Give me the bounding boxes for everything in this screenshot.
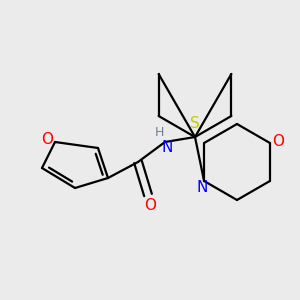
Text: O: O [272, 134, 284, 148]
Text: H: H [154, 125, 164, 139]
Text: O: O [144, 197, 156, 212]
Text: O: O [41, 133, 53, 148]
Text: S: S [190, 116, 200, 130]
Text: N: N [161, 140, 173, 155]
Text: N: N [196, 179, 208, 194]
